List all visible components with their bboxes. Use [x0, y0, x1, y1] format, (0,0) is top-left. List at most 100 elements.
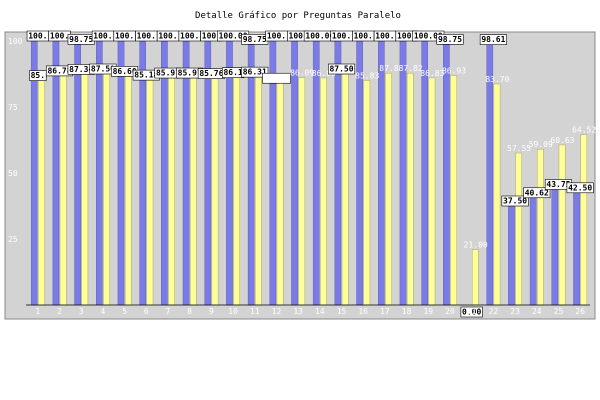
x-tick-label: 11: [250, 307, 260, 316]
bar-series-1: [312, 40, 320, 306]
bar-series-2: [59, 75, 67, 306]
bar-series-2: [124, 76, 132, 306]
data-labels-group: 100. 85. 100. 86.78 98.75 87.34 100. 87.50 100. 8…: [26, 30, 596, 318]
bar-series-1: [139, 40, 147, 306]
bar-series-1: [52, 40, 60, 306]
data-label-box-series-1: [460, 306, 483, 318]
data-label-series-1: 100.: [375, 32, 394, 41]
bar-series-2: [385, 72, 392, 306]
bar-series-2: [81, 74, 89, 306]
bar-series-1: [291, 40, 298, 306]
data-label-series-1: 100.: [202, 32, 221, 41]
data-label-series-2: 87.50: [91, 65, 115, 74]
x-tick-label: 15: [337, 307, 347, 316]
x-tick-label: 3: [79, 307, 84, 316]
x-tick-label: 12: [272, 307, 282, 316]
bar-series-1: [334, 40, 342, 306]
data-label-series-2: 86.1: [223, 68, 242, 77]
data-label-series-1: 100.00: [414, 32, 443, 41]
bar-series-2: [537, 149, 544, 306]
bar-series-2: [406, 72, 414, 306]
x-tick-label: 13: [293, 307, 303, 316]
data-label-series-2: 86.00: [312, 69, 336, 78]
bar-series-2: [320, 77, 327, 306]
data-label-series-2: 86.78: [47, 66, 71, 75]
bar-series-2: [168, 77, 175, 306]
data-label-series-2: 87.8: [379, 64, 398, 73]
data-label-series-1: 98.75: [69, 35, 93, 44]
bar-series-1: [529, 197, 537, 306]
data-label-series-2: 87.82: [399, 64, 423, 73]
data-label-series-2: 86.93: [442, 67, 466, 76]
data-label-series-1: 100.: [289, 32, 308, 41]
bar-series-2: [580, 134, 588, 306]
data-label-series-2: 86.31: [243, 68, 267, 77]
data-label-series-2: 85.18: [134, 71, 158, 80]
data-label-box-series-1: [501, 195, 529, 207]
data-label-series-1: 100.: [28, 32, 47, 41]
data-label-box-series-1: [479, 34, 507, 45]
data-label-series-2: 59.09: [529, 140, 553, 149]
data-label-series-1: 98.61: [481, 35, 505, 44]
data-label-series-1: 100.00: [305, 32, 334, 41]
data-label-series-2: 85.97: [178, 69, 202, 78]
data-label-series-2: 21.00: [464, 241, 488, 250]
bar-series-1: [508, 205, 515, 306]
data-label-series-1: 0.00: [462, 308, 481, 317]
x-tick-label: 25: [554, 307, 564, 316]
x-tick-label: 20: [445, 307, 455, 316]
bar-series-2: [450, 75, 457, 306]
y-tick-label: 25: [8, 235, 18, 244]
bar-series-2: [515, 152, 522, 306]
data-label-series-1: 42.50: [568, 183, 592, 192]
bar-series-2: [103, 73, 110, 306]
bar-series-2: [146, 79, 154, 306]
bar-series-2: [276, 83, 284, 306]
data-label-series-1: 98.75: [243, 35, 267, 44]
x-tick-label: 8: [187, 307, 192, 316]
x-tick-label: 17: [380, 307, 390, 316]
bar-series-1: [247, 44, 255, 306]
bar-series-1: [573, 192, 580, 306]
bar-series-2: [428, 77, 436, 306]
x-tick-label: 10: [228, 307, 238, 316]
data-label-box-series-1: [436, 33, 464, 45]
x-tick-label: 18: [402, 307, 412, 316]
x-tick-label: 1: [35, 307, 40, 316]
bar-series-2: [255, 76, 262, 306]
data-label-series-2: 86.60: [113, 67, 137, 76]
data-label-box-series-2: [241, 66, 269, 78]
bars-group: [30, 40, 588, 306]
data-label-series-1: 100.: [397, 32, 416, 41]
data-label-series-2: 87.34: [69, 65, 93, 74]
bar-series-2: [363, 80, 371, 306]
data-label-box-series-2: [262, 72, 291, 84]
x-tick-label: 5: [122, 307, 127, 316]
bar-series-2: [558, 144, 566, 306]
data-label-series-2: 85.83: [355, 72, 379, 81]
bar-series-2: [298, 77, 306, 306]
data-label-series-1: 100.: [180, 32, 199, 41]
data-label-series-1: 100.: [158, 32, 177, 41]
data-label-series-2: 60.63: [550, 136, 574, 145]
chart-title: Detalle Gráfico por Preguntas Paralelo: [195, 11, 401, 21]
bar-series-1: [551, 189, 559, 306]
data-label-series-1: 100.00: [219, 32, 248, 41]
data-label-series-1: 40.62: [525, 188, 549, 197]
bar-series-1: [96, 40, 103, 306]
data-label-series-2: 83.70: [485, 75, 509, 84]
x-tick-label: 16: [358, 307, 368, 316]
x-tick-label: 7: [166, 307, 171, 316]
x-tick-label: 24: [532, 307, 542, 316]
bar-series-2: [38, 80, 45, 306]
data-label-series-1: 100.: [267, 32, 286, 41]
bar-series-1: [204, 40, 212, 306]
data-label-series-1: 100.: [50, 32, 69, 41]
x-tick-label: 19: [423, 307, 433, 316]
bar-series-2: [471, 249, 479, 306]
data-label-box-series-2: [327, 63, 356, 75]
data-label-series-2: 85.76: [199, 69, 223, 78]
bar-series-1: [182, 40, 190, 306]
